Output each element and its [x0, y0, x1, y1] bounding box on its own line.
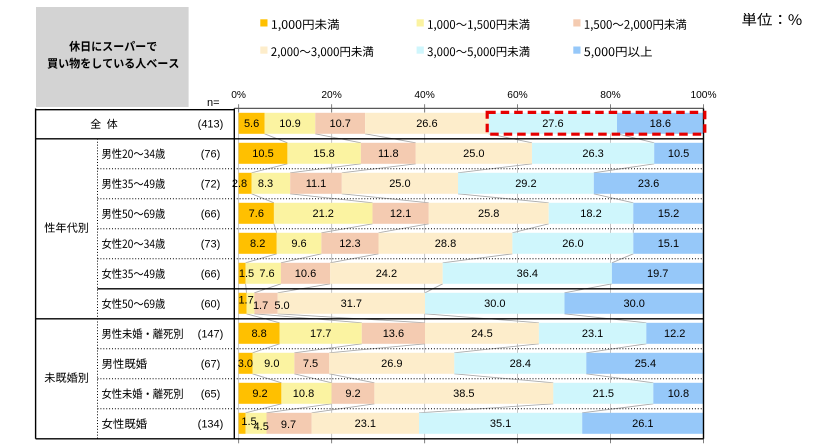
svg-text:(66): (66): [201, 209, 221, 221]
svg-text:1.5: 1.5: [241, 416, 256, 428]
svg-text:23.6: 23.6: [638, 178, 659, 190]
svg-text:(134): (134): [198, 419, 224, 431]
svg-text:10.8: 10.8: [293, 388, 314, 400]
svg-text:(76): (76): [201, 149, 221, 161]
svg-text:23.1: 23.1: [582, 328, 603, 340]
svg-text:10.6: 10.6: [295, 268, 316, 280]
svg-text:(65): (65): [201, 389, 221, 401]
svg-text:2.8: 2.8: [232, 178, 247, 190]
svg-text:27.6: 27.6: [542, 118, 563, 130]
svg-text:24.2: 24.2: [376, 268, 397, 280]
svg-text:15.1: 15.1: [658, 238, 679, 250]
svg-text:11.1: 11.1: [306, 178, 327, 190]
svg-text:80%: 80%: [600, 90, 620, 101]
svg-text:26.9: 26.9: [381, 358, 402, 370]
svg-text:1.5: 1.5: [239, 268, 254, 280]
svg-text:17.7: 17.7: [310, 328, 331, 340]
svg-text:25.0: 25.0: [463, 148, 484, 160]
svg-text:35.1: 35.1: [490, 418, 511, 430]
svg-text:8.2: 8.2: [250, 238, 265, 250]
svg-text:26.6: 26.6: [416, 118, 437, 130]
svg-text:(72): (72): [201, 179, 221, 191]
svg-text:(66): (66): [201, 269, 221, 281]
svg-text:23.1: 23.1: [355, 418, 376, 430]
svg-text:5.0: 5.0: [274, 300, 289, 312]
svg-text:1.7: 1.7: [253, 300, 268, 312]
svg-text:9.6: 9.6: [291, 238, 306, 250]
svg-text:8.8: 8.8: [251, 328, 266, 340]
svg-text:9.0: 9.0: [264, 358, 279, 370]
svg-text:9.2: 9.2: [252, 388, 267, 400]
svg-text:28.4: 28.4: [510, 358, 531, 370]
svg-text:18.2: 18.2: [580, 208, 601, 220]
svg-text:4.5: 4.5: [254, 421, 269, 433]
svg-text:10.5: 10.5: [252, 148, 273, 160]
svg-text:12.1: 12.1: [390, 208, 411, 220]
svg-text:36.4: 36.4: [517, 268, 538, 280]
svg-text:40%: 40%: [414, 90, 434, 101]
svg-text:9.2: 9.2: [345, 388, 360, 400]
svg-text:100%: 100%: [690, 90, 716, 101]
svg-text:8.3: 8.3: [258, 178, 273, 190]
svg-text:38.5: 38.5: [453, 388, 474, 400]
svg-text:19.7: 19.7: [647, 268, 668, 280]
svg-text:1.7: 1.7: [238, 295, 253, 307]
svg-text:(147): (147): [198, 329, 224, 341]
svg-text:12.3: 12.3: [339, 238, 360, 250]
svg-text:12.2: 12.2: [664, 328, 685, 340]
svg-text:29.2: 29.2: [515, 178, 536, 190]
svg-text:25.4: 25.4: [635, 358, 656, 370]
svg-text:26.1: 26.1: [632, 418, 653, 430]
svg-text:(60): (60): [201, 299, 221, 311]
svg-text:11.8: 11.8: [378, 148, 399, 160]
svg-text:30.0: 30.0: [484, 298, 505, 310]
svg-text:26.3: 26.3: [582, 148, 603, 160]
svg-text:60%: 60%: [507, 90, 527, 101]
svg-text:28.8: 28.8: [435, 238, 456, 250]
svg-text:7.6: 7.6: [259, 268, 274, 280]
svg-text:20%: 20%: [321, 90, 341, 101]
svg-text:13.6: 13.6: [383, 328, 404, 340]
svg-text:3.0: 3.0: [238, 358, 253, 370]
svg-text:15.2: 15.2: [658, 208, 679, 220]
svg-text:10.9: 10.9: [279, 118, 300, 130]
svg-text:10.5: 10.5: [668, 148, 689, 160]
svg-text:30.0: 30.0: [623, 298, 644, 310]
svg-text:0%: 0%: [231, 90, 246, 101]
svg-text:9.7: 9.7: [281, 419, 296, 431]
svg-text:10.7: 10.7: [329, 118, 350, 130]
svg-text:10.8: 10.8: [668, 388, 689, 400]
svg-text:26.0: 26.0: [562, 238, 583, 250]
svg-text:25.8: 25.8: [478, 208, 499, 220]
svg-text:(413): (413): [198, 119, 224, 131]
svg-text:25.0: 25.0: [389, 178, 410, 190]
svg-text:15.8: 15.8: [313, 148, 334, 160]
svg-text:n=: n=: [207, 97, 220, 109]
svg-text:18.6: 18.6: [650, 118, 671, 130]
svg-text:(73): (73): [201, 239, 221, 251]
svg-text:5.6: 5.6: [244, 118, 259, 130]
svg-text:31.7: 31.7: [341, 298, 362, 310]
svg-text:24.5: 24.5: [471, 328, 492, 340]
svg-text:21.5: 21.5: [593, 388, 614, 400]
svg-text:7.6: 7.6: [249, 208, 264, 220]
svg-text:(67): (67): [201, 359, 221, 371]
svg-text:21.2: 21.2: [312, 208, 333, 220]
svg-text:7.5: 7.5: [303, 358, 318, 370]
